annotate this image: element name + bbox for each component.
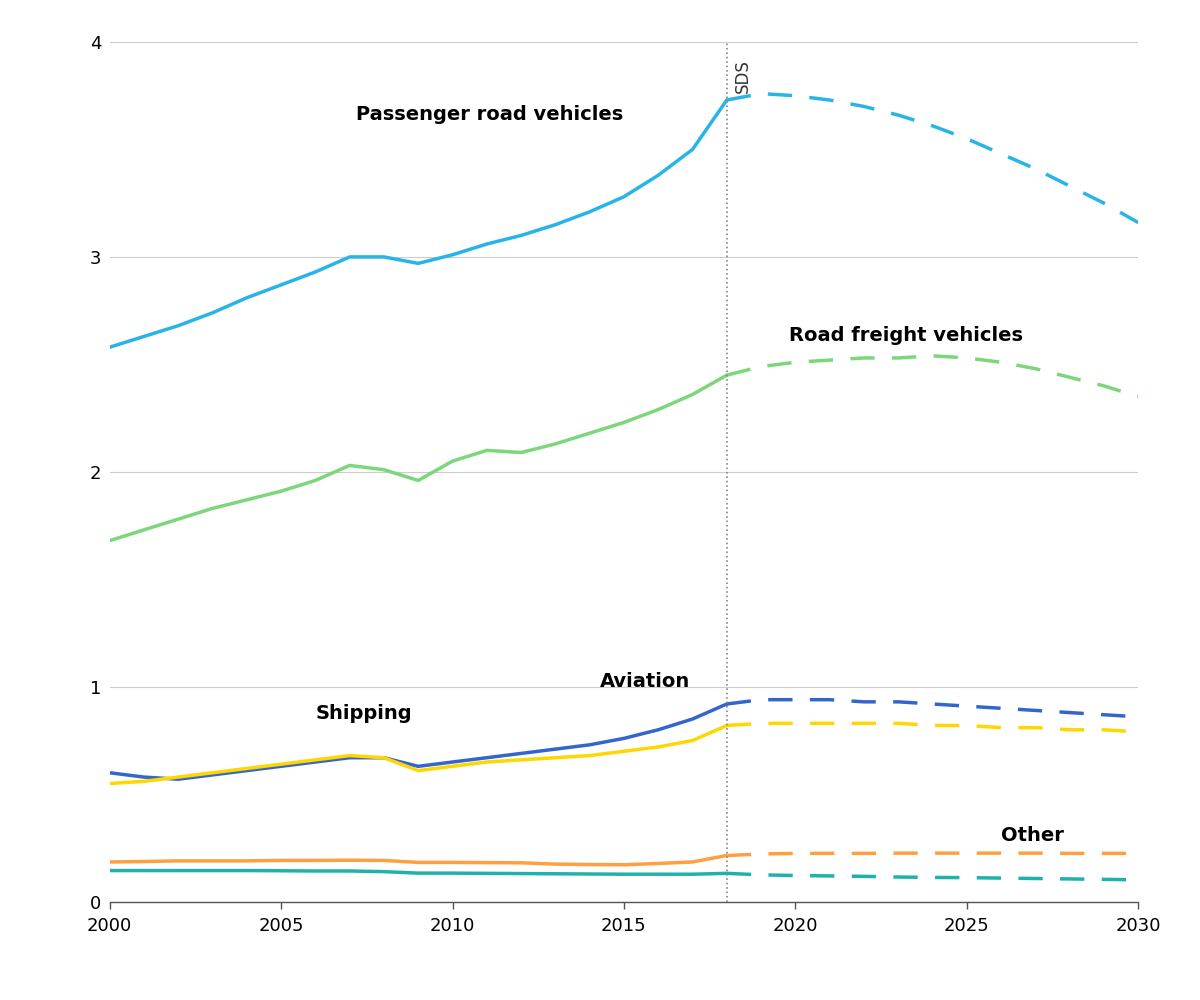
Text: Road freight vehicles: Road freight vehicles: [788, 326, 1022, 345]
Text: Passenger road vehicles: Passenger road vehicles: [356, 105, 624, 124]
Text: Other: Other: [1001, 826, 1064, 845]
Text: Aviation: Aviation: [600, 672, 690, 691]
Text: SDS: SDS: [733, 59, 751, 93]
Text: Shipping: Shipping: [316, 704, 412, 723]
